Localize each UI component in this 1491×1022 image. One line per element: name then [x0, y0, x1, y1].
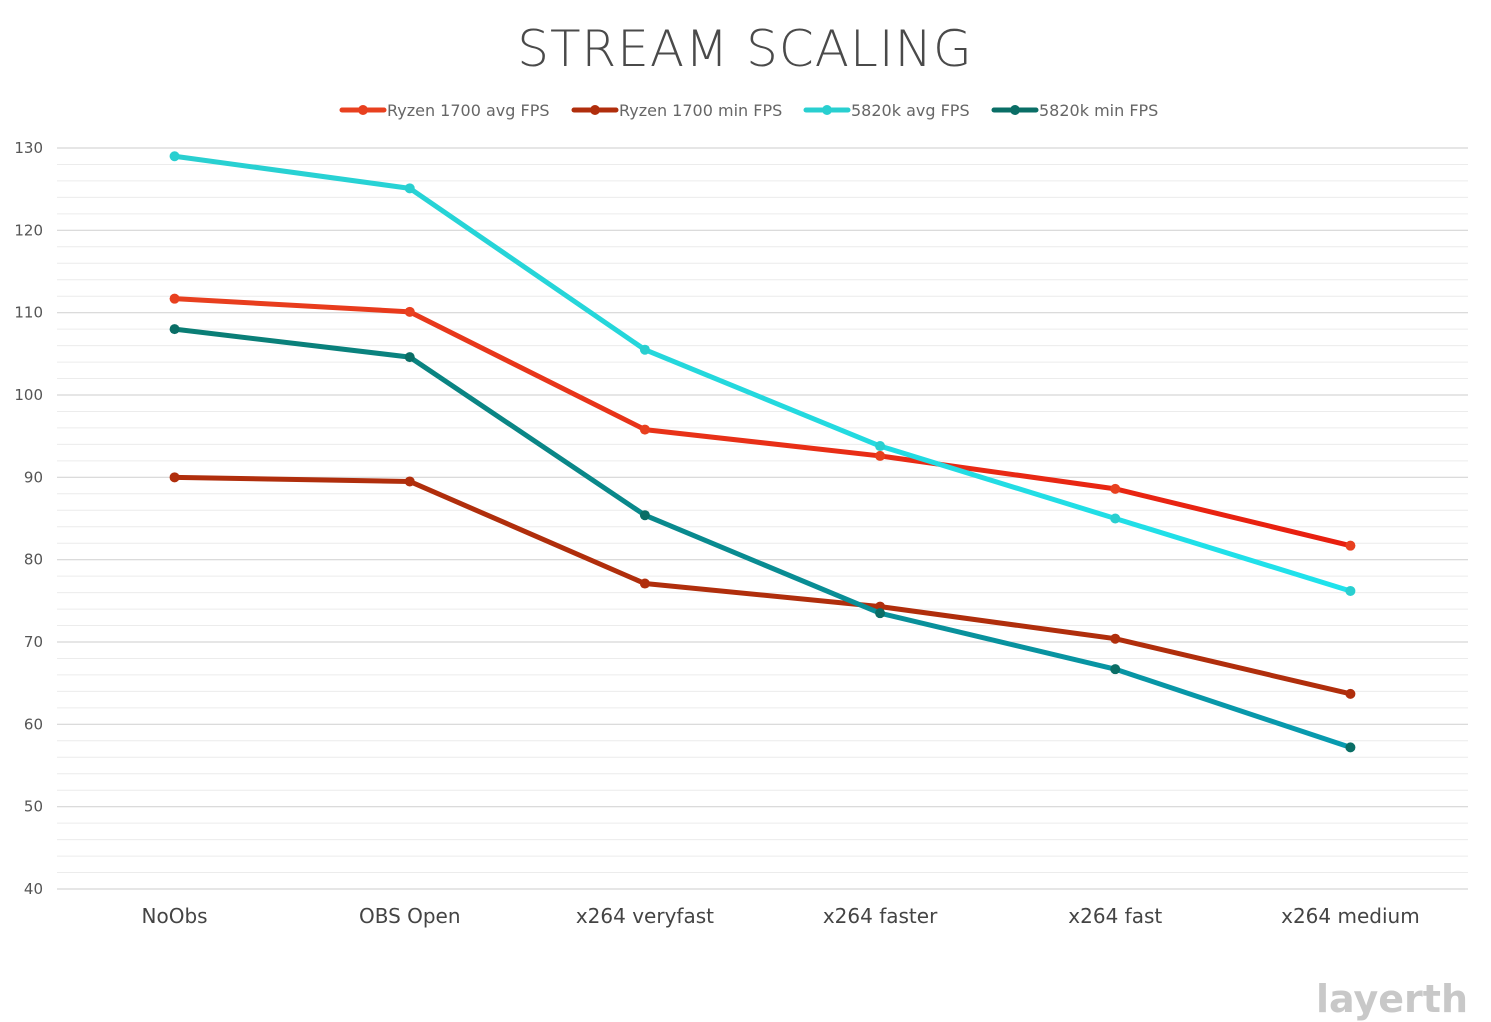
legend-label: 5820k min FPS	[1039, 101, 1158, 120]
data-point	[404, 183, 415, 194]
legend-item: Ryzen 1700 min FPS	[571, 101, 782, 120]
x-tick-label: x264 faster	[823, 904, 938, 928]
data-point	[1110, 664, 1121, 675]
series-1	[169, 472, 1356, 699]
x-tick-label: OBS Open	[359, 904, 461, 928]
series-layer	[169, 151, 1356, 753]
data-point	[169, 472, 180, 483]
x-tick-label: x264 veryfast	[576, 904, 714, 928]
legend-label: Ryzen 1700 avg FPS	[387, 101, 550, 120]
data-point	[404, 476, 415, 487]
data-point	[169, 151, 180, 162]
legend-label: 5820k avg FPS	[851, 101, 970, 120]
legend: Ryzen 1700 avg FPS Ryzen 1700 min FPS 5820…	[339, 101, 1158, 120]
series-0	[169, 293, 1356, 551]
x-axis: NoObs OBS Open x264 veryfast x264 faster x26…	[142, 904, 1420, 928]
legend-marker	[590, 105, 600, 115]
y-tick-label: 70	[24, 633, 43, 651]
data-point	[639, 424, 650, 435]
y-tick-label: 60	[24, 715, 43, 733]
y-tick-label: 100	[14, 386, 43, 404]
data-point	[1110, 633, 1121, 644]
y-tick-label: 40	[24, 880, 43, 898]
y-tick-label: 80	[24, 551, 43, 569]
grid	[57, 147, 1468, 890]
y-tick-label: 110	[14, 304, 43, 322]
legend-item: 5820k avg FPS	[803, 101, 970, 120]
chart-title: STREAM SCALING	[517, 20, 972, 78]
x-tick-label: NoObs	[142, 904, 208, 928]
watermark: layerth	[1316, 977, 1468, 1021]
y-tick-label: 50	[24, 798, 43, 816]
y-axis: 40 50 60 70 80 90 100 110 120 130	[14, 139, 43, 898]
y-tick-label: 130	[14, 139, 43, 157]
legend-item: 5820k min FPS	[991, 101, 1158, 120]
data-point	[875, 441, 886, 452]
legend-marker	[1010, 105, 1020, 115]
series-2	[169, 151, 1356, 596]
data-point	[1345, 742, 1356, 753]
y-tick-label: 120	[14, 221, 43, 239]
data-point	[1345, 585, 1356, 596]
series-3	[169, 324, 1356, 753]
legend-item: Ryzen 1700 avg FPS	[339, 101, 550, 120]
x-tick-label: x264 medium	[1281, 904, 1420, 928]
data-point	[1345, 688, 1356, 699]
data-point	[639, 344, 650, 355]
data-point	[639, 510, 650, 521]
data-point	[875, 450, 886, 461]
data-point	[875, 608, 886, 619]
data-point	[404, 306, 415, 317]
data-point	[1345, 540, 1356, 551]
data-point	[1110, 483, 1121, 494]
data-point	[169, 293, 180, 304]
y-tick-label: 90	[24, 468, 43, 486]
series-line	[172, 153, 1353, 594]
legend-label: Ryzen 1700 min FPS	[619, 101, 782, 120]
data-point	[639, 578, 650, 589]
data-point	[1110, 513, 1121, 524]
data-point	[169, 324, 180, 335]
x-tick-label: x264 fast	[1068, 904, 1162, 928]
legend-marker	[822, 105, 832, 115]
series-line	[172, 474, 1353, 697]
series-line	[172, 326, 1353, 750]
data-point	[404, 352, 415, 363]
legend-marker	[358, 105, 368, 115]
series-line	[172, 296, 1353, 549]
